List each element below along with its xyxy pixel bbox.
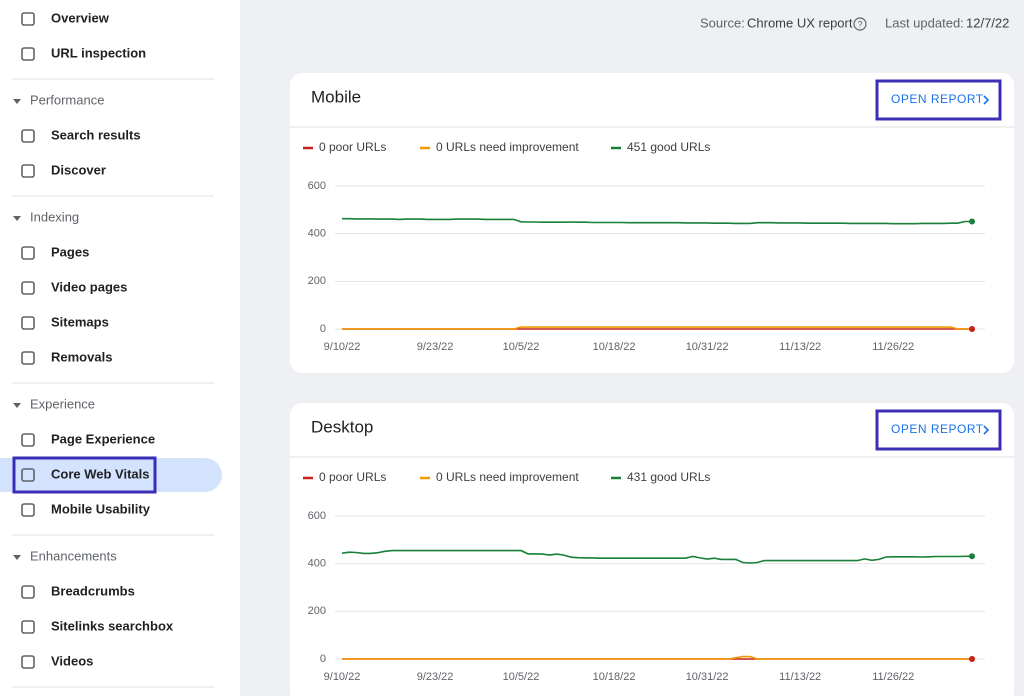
- panel: [290, 403, 1014, 696]
- nav-heading[interactable]: Indexing: [30, 209, 79, 224]
- y-tick-label: 200: [308, 605, 326, 617]
- legend-label[interactable]: 0 poor URLs: [319, 470, 386, 484]
- nav-icon: [21, 585, 35, 599]
- nav-item[interactable]: Pages: [51, 244, 89, 259]
- y-tick-label: 600: [308, 510, 326, 522]
- nav-heading[interactable]: Enhancements: [30, 548, 117, 563]
- chevron: [983, 425, 990, 435]
- nav-icon: [21, 468, 35, 482]
- x-tick-label: 9/10/22: [324, 341, 361, 353]
- legend-label[interactable]: 0 poor URLs: [319, 140, 386, 154]
- help-icon-glyph: ?: [857, 19, 862, 29]
- updated-label: Last updated:: [885, 15, 964, 30]
- nav-icon: [21, 503, 35, 517]
- caret: [13, 555, 21, 560]
- x-tick-label: 9/23/22: [417, 341, 454, 353]
- nav-icon: [21, 246, 35, 260]
- x-tick-label: 10/5/22: [503, 671, 540, 683]
- nav-item[interactable]: Discover: [51, 162, 106, 177]
- end-point: [969, 218, 975, 225]
- sidebar: [0, 0, 240, 696]
- x-tick-label: 11/13/22: [779, 341, 821, 353]
- nav-icon: [21, 129, 35, 143]
- focus-box: [12, 456, 157, 494]
- nav-heading[interactable]: Experience: [30, 396, 95, 411]
- end-point: [969, 553, 975, 560]
- x-tick-label: 10/31/22: [686, 341, 729, 353]
- y-tick-label: 0: [320, 653, 326, 665]
- series-line: [342, 655, 972, 660]
- y-tick-label: 0: [320, 323, 326, 335]
- end-point: [969, 656, 975, 662]
- end-point: [969, 326, 975, 332]
- panel-title: Desktop: [311, 417, 373, 436]
- nav-icon: [21, 351, 35, 365]
- nav-item[interactable]: Video pages: [51, 279, 127, 294]
- y-tick-label: 200: [308, 275, 326, 287]
- panel-title: Mobile: [311, 87, 361, 106]
- nav-item[interactable]: Breadcrumbs: [51, 583, 135, 598]
- nav-item[interactable]: Removals: [51, 349, 112, 364]
- x-tick-label: 10/5/22: [503, 341, 540, 353]
- nav-item[interactable]: Sitemaps: [51, 314, 109, 329]
- nav-icon: [21, 620, 35, 634]
- nav-item[interactable]: Page Experience: [51, 431, 155, 446]
- help-icon[interactable]: [853, 17, 867, 31]
- x-tick-label: 11/26/22: [872, 671, 914, 683]
- x-tick-label: 11/26/22: [872, 341, 914, 353]
- y-tick-label: 600: [308, 180, 326, 192]
- nav-item[interactable]: Overview: [51, 10, 110, 25]
- legend-label[interactable]: 0 URLs need improvement: [436, 140, 579, 154]
- open-report-label[interactable]: OPEN REPORT: [891, 422, 984, 436]
- nav-icon: [21, 433, 35, 447]
- x-tick-label: 9/10/22: [324, 671, 361, 683]
- updated: 12/7/22: [966, 15, 1009, 30]
- series-line: [342, 326, 972, 330]
- nav-icon: [21, 316, 35, 330]
- y-tick-label: 400: [308, 558, 326, 570]
- source-label: Source:: [700, 15, 745, 30]
- nav-heading[interactable]: Performance: [30, 92, 104, 107]
- open-report-label[interactable]: OPEN REPORT: [891, 92, 984, 106]
- legend-label[interactable]: 431 good URLs: [627, 470, 710, 484]
- nav-highlight: [0, 458, 222, 492]
- nav-icon: [21, 12, 35, 26]
- nav-icon: [21, 164, 35, 178]
- open-report-button[interactable]: [875, 409, 1002, 451]
- caret: [13, 216, 21, 221]
- chevron: [983, 95, 990, 105]
- nav-icon: [21, 281, 35, 295]
- x-tick-label: 10/31/22: [686, 671, 729, 683]
- nav-item[interactable]: Core Web Vitals: [51, 466, 150, 481]
- x-tick-label: 10/18/22: [593, 341, 636, 353]
- series-line: [342, 217, 972, 225]
- open-report-button[interactable]: [875, 79, 1002, 121]
- x-tick-label: 11/13/22: [779, 671, 821, 683]
- nav-item[interactable]: Search results: [51, 127, 141, 142]
- nav-item[interactable]: Mobile Usability: [51, 501, 151, 516]
- series-line: [341, 549, 972, 564]
- caret: [13, 403, 21, 408]
- legend-label[interactable]: 451 good URLs: [627, 140, 710, 154]
- nav-icon: [21, 655, 35, 669]
- caret: [13, 99, 21, 104]
- y-tick-label: 400: [308, 228, 326, 240]
- legend-label[interactable]: 0 URLs need improvement: [436, 470, 579, 484]
- source[interactable]: Chrome UX report: [747, 15, 853, 30]
- nav-item[interactable]: Videos: [51, 653, 93, 668]
- x-tick-label: 10/18/22: [593, 671, 636, 683]
- nav-item[interactable]: URL inspection: [51, 45, 146, 60]
- x-tick-label: 9/23/22: [417, 671, 454, 683]
- nav-item[interactable]: Sitelinks searchbox: [51, 618, 174, 633]
- nav-icon: [21, 47, 35, 61]
